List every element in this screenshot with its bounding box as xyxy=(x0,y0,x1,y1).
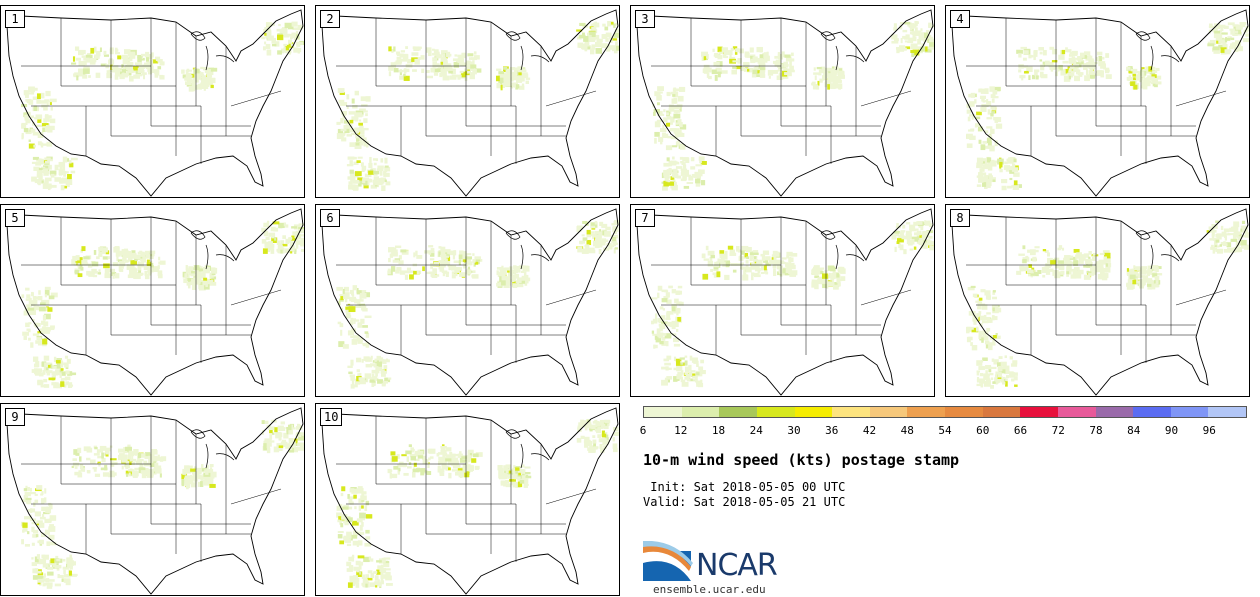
colorbar-swatch xyxy=(907,407,945,417)
colorbar-tick-label: 60 xyxy=(976,424,990,437)
map-canvas xyxy=(636,9,934,197)
colorbar-tick-label: 12 xyxy=(674,424,688,437)
map-canvas xyxy=(321,208,619,396)
colorbar-tick-label: 36 xyxy=(825,424,839,437)
colorbar-tick-label: 30 xyxy=(787,424,801,437)
map-canvas xyxy=(321,9,619,197)
map-panel-4: 4 xyxy=(945,5,1250,198)
map-canvas xyxy=(636,208,934,396)
map-panel-10: 10 xyxy=(315,403,620,596)
colorbar-tick-label: 96 xyxy=(1202,424,1216,437)
colorbar-tick-label: 54 xyxy=(938,424,952,437)
panel-number: 5 xyxy=(5,209,25,227)
panel-number: 9 xyxy=(5,408,25,426)
map-panel-9: 9 xyxy=(0,403,305,596)
colorbar-tick-label: 6 xyxy=(639,424,647,437)
colorbar-tick-label: 78 xyxy=(1089,424,1103,437)
map-canvas xyxy=(951,208,1249,396)
init-time: Init: Sat 2018-05-05 00 UTC xyxy=(643,480,846,494)
colorbar-tick-label: 24 xyxy=(749,424,763,437)
colorbar-swatch xyxy=(794,407,833,417)
colorbar-swatch xyxy=(1057,407,1096,417)
map-panel-6: 6 xyxy=(315,204,620,397)
colorbar-tick-label: 48 xyxy=(900,424,914,437)
panel-number: 2 xyxy=(320,10,340,28)
panel-number: 8 xyxy=(950,209,970,227)
map-panel-7: 7 xyxy=(630,204,935,397)
wind-speed-colorbar xyxy=(643,406,1247,418)
product-title: 10-m wind speed (kts) postage stamp xyxy=(643,451,960,469)
colorbar-swatch xyxy=(681,407,720,417)
panel-number: 3 xyxy=(635,10,655,28)
panel-number: 1 xyxy=(5,10,25,28)
colorbar-swatch xyxy=(644,407,682,417)
map-panel-3: 3 xyxy=(630,5,935,198)
ncar-logo-icon xyxy=(643,541,693,581)
colorbar-swatch xyxy=(719,407,757,417)
panel-number: 4 xyxy=(950,10,970,28)
ensemble-url[interactable]: ensemble.ucar.edu xyxy=(653,583,766,596)
panel-number: 6 xyxy=(320,209,340,227)
colorbar-ticks: 6 12 18 24 30 36 42 48 54 60 66 72 78 84 90 96 xyxy=(639,424,1247,438)
colorbar-swatch xyxy=(945,407,983,417)
colorbar-swatch xyxy=(832,407,870,417)
ncar-logo-text: NCAR xyxy=(696,548,778,583)
colorbar-tick-label: 90 xyxy=(1164,424,1179,437)
colorbar-swatch xyxy=(1208,407,1246,417)
valid-time: Valid: Sat 2018-05-05 21 UTC xyxy=(643,495,846,509)
map-canvas xyxy=(321,407,619,595)
colorbar-tick-label: 18 xyxy=(711,424,726,437)
map-canvas xyxy=(6,407,304,595)
colorbar-tick-label: 84 xyxy=(1127,424,1141,437)
panel-number: 7 xyxy=(635,209,655,227)
map-panel-5: 5 xyxy=(0,204,305,397)
colorbar-swatch xyxy=(1020,407,1058,417)
map-canvas xyxy=(951,9,1249,197)
colorbar-swatch xyxy=(869,407,908,417)
colorbar-swatch xyxy=(756,407,795,417)
colorbar-swatch xyxy=(982,407,1021,417)
colorbar-tick-label: 42 xyxy=(862,424,877,437)
colorbar-tick-label: 66 xyxy=(1013,424,1028,437)
map-panel-1: 1 xyxy=(0,5,305,198)
map-canvas xyxy=(6,9,304,197)
colorbar-swatch xyxy=(1170,407,1209,417)
colorbar-swatch xyxy=(1133,407,1171,417)
colorbar-tick-label: 72 xyxy=(1051,424,1065,437)
map-panel-2: 2 xyxy=(315,5,620,198)
map-canvas xyxy=(6,208,304,396)
panel-number: 10 xyxy=(320,408,343,426)
map-panel-8: 8 xyxy=(945,204,1250,397)
colorbar-swatch xyxy=(1095,407,1134,417)
